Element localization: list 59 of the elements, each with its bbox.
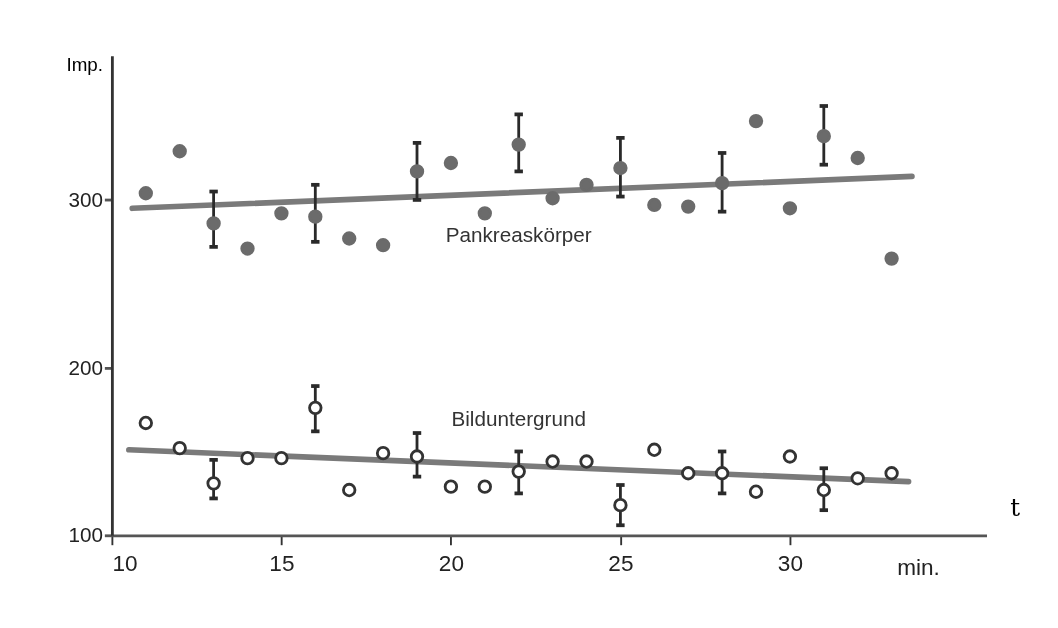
point bbox=[714, 175, 730, 191]
point bbox=[579, 454, 594, 469]
point bbox=[409, 164, 425, 179]
text: min. bbox=[897, 554, 940, 580]
point bbox=[545, 191, 560, 206]
point bbox=[308, 209, 323, 224]
point bbox=[375, 238, 391, 253]
point bbox=[748, 113, 764, 129]
point bbox=[647, 442, 662, 457]
point bbox=[884, 466, 899, 481]
point bbox=[375, 445, 391, 461]
point bbox=[409, 449, 425, 464]
point bbox=[206, 476, 221, 491]
point bbox=[477, 206, 492, 221]
x-tick-label: 10 bbox=[112, 550, 138, 576]
point bbox=[816, 482, 831, 498]
y-tick-label: 200 bbox=[68, 355, 103, 379]
point bbox=[138, 186, 153, 201]
point bbox=[206, 216, 221, 231]
point bbox=[172, 440, 187, 456]
point bbox=[308, 400, 323, 416]
x-tick-label: 30 bbox=[777, 550, 803, 576]
point bbox=[714, 466, 730, 481]
point bbox=[240, 451, 255, 466]
series-label: Bilduntergrund bbox=[451, 407, 586, 431]
series-label: Pankreaskörper bbox=[445, 223, 592, 247]
point bbox=[579, 177, 594, 192]
point bbox=[748, 484, 764, 499]
point bbox=[782, 201, 798, 216]
point bbox=[850, 471, 865, 486]
y-axis-title: Imp. bbox=[66, 54, 103, 76]
point bbox=[681, 466, 696, 481]
y-tick-label: 100 bbox=[68, 523, 103, 547]
point bbox=[342, 231, 357, 246]
point bbox=[511, 137, 526, 152]
point bbox=[477, 479, 492, 494]
point bbox=[613, 497, 628, 513]
point bbox=[647, 197, 662, 213]
point bbox=[613, 160, 628, 176]
point bbox=[240, 241, 255, 256]
point bbox=[850, 150, 865, 166]
x-tick-label: 20 bbox=[438, 550, 464, 576]
point bbox=[138, 415, 153, 431]
point bbox=[511, 464, 526, 479]
point bbox=[884, 251, 899, 266]
point bbox=[816, 129, 831, 144]
point bbox=[274, 206, 289, 221]
point bbox=[342, 482, 357, 498]
x-axis-title: t bbox=[1010, 493, 1021, 523]
point bbox=[681, 199, 696, 214]
point bbox=[172, 144, 187, 159]
x-tick-label: 25 bbox=[608, 550, 634, 576]
point bbox=[274, 451, 289, 466]
y-tick-label: 300 bbox=[68, 187, 103, 211]
point bbox=[782, 449, 798, 464]
x-tick-label: 15 bbox=[269, 550, 295, 576]
point bbox=[443, 155, 459, 171]
point bbox=[443, 479, 459, 494]
point bbox=[545, 454, 560, 469]
